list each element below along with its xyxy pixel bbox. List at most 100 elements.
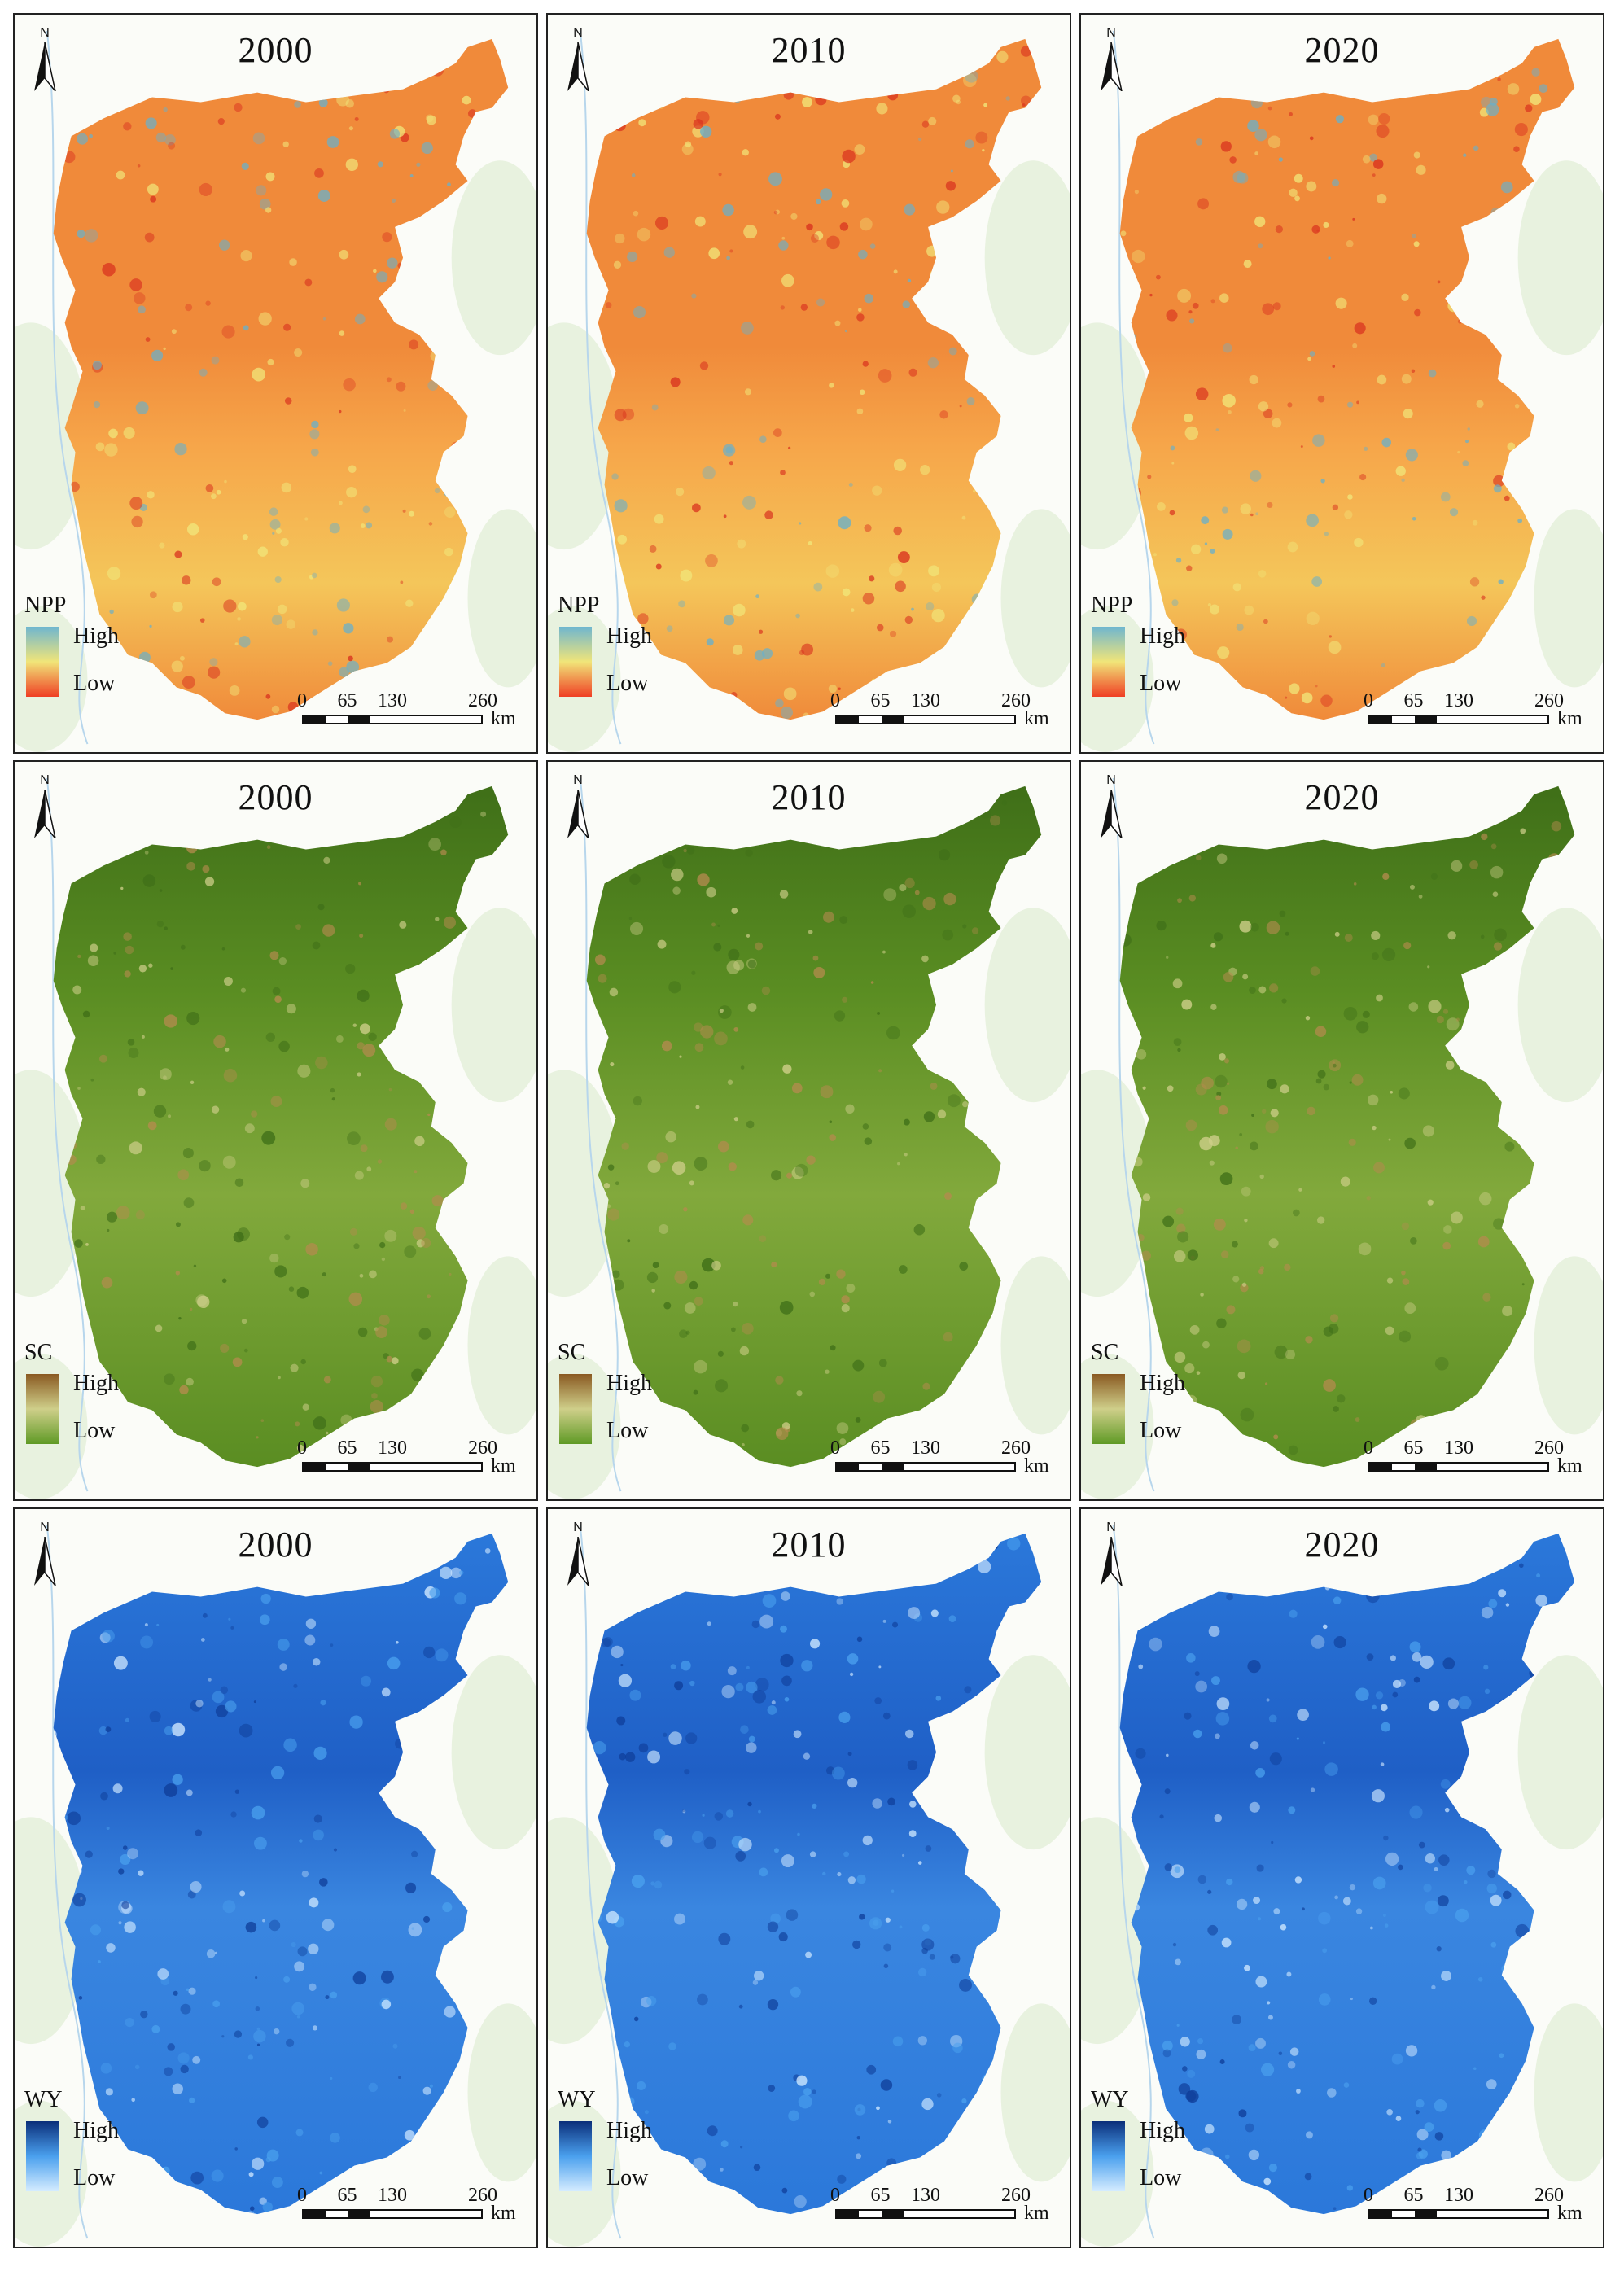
legend-low-label: Low <box>606 1418 649 1443</box>
scale-tick-label: 65 <box>870 690 891 711</box>
scale-bar-graphic <box>835 1462 1016 1472</box>
north-label: N <box>40 773 50 787</box>
north-label: N <box>40 1521 50 1534</box>
legend-title: NPP <box>1091 593 1133 618</box>
north-arrow-icon: N <box>1097 773 1125 842</box>
north-label: N <box>573 1521 583 1534</box>
region-map <box>1081 777 1603 1499</box>
scale-tick-label: 65 <box>337 2185 357 2206</box>
scale-bar: 0 65 130 260 km <box>1364 690 1588 739</box>
scale-bar: 0 65 130 260 km <box>297 2185 522 2234</box>
scale-tick-label: 130 <box>911 690 940 711</box>
scale-tick-label: 0 <box>1364 1437 1373 1459</box>
map-panel-wy-2010: N 2010 WY High Low 0 65 130 260 km <box>546 1507 1071 2248</box>
legend-low-label: Low <box>1140 671 1182 696</box>
panel-year-title: 2000 <box>238 777 313 817</box>
scale-bar-graphic <box>835 715 1016 724</box>
scale-unit-label: km <box>1557 2203 1582 2224</box>
scale-tick-label: 0 <box>1364 690 1373 711</box>
map-panel-sc-2000: N 2000 SC High Low 0 65 130 260 km <box>13 760 538 1501</box>
map-panel-wy-2000: N 2000 WY High Low 0 65 130 260 km <box>13 1507 538 2248</box>
north-arrow-icon: N <box>564 1521 592 1589</box>
scale-tick-label: 0 <box>830 2185 840 2206</box>
scale-tick-label: 65 <box>1403 690 1424 711</box>
scale-tick-label: 260 <box>468 690 497 711</box>
legend-low-label: Low <box>73 671 116 696</box>
north-label: N <box>1106 773 1116 787</box>
panel-year-title: 2010 <box>771 30 847 70</box>
scale-tick-label: 65 <box>870 2185 891 2206</box>
legend: NPP High Low <box>558 593 696 715</box>
scale-bar: 0 65 130 260 km <box>830 690 1055 739</box>
legend: NPP High Low <box>24 593 163 715</box>
scale-tick-label: 65 <box>337 690 357 711</box>
legend-high-label: High <box>73 624 119 649</box>
scale-tick-label: 65 <box>1403 1437 1424 1459</box>
north-label: N <box>573 773 583 787</box>
region-map <box>15 1525 536 2247</box>
legend-color-ramp <box>26 627 59 697</box>
north-label: N <box>573 26 583 40</box>
scale-tick-label: 65 <box>1403 2185 1424 2206</box>
panel-year-title: 2000 <box>238 30 313 70</box>
legend-high-label: High <box>606 2118 652 2143</box>
scale-bar: 0 65 130 260 km <box>297 690 522 739</box>
scale-tick-label: 130 <box>911 2185 940 2206</box>
scale-unit-label: km <box>491 708 516 729</box>
panel-year-title: 2020 <box>1304 30 1380 70</box>
legend-low-label: Low <box>606 671 649 696</box>
region-map <box>1081 30 1603 752</box>
scale-bar-graphic <box>835 2209 1016 2219</box>
north-arrow-icon: N <box>564 773 592 842</box>
scale-tick-label: 130 <box>1444 690 1473 711</box>
legend-high-label: High <box>1140 624 1185 649</box>
legend-color-ramp <box>1092 2121 1125 2191</box>
scale-tick-label: 260 <box>1534 2185 1564 2206</box>
scale-tick-label: 0 <box>297 690 307 711</box>
legend: WY High Low <box>558 2087 696 2209</box>
legend-color-ramp <box>1092 1374 1125 1444</box>
north-arrow-icon: N <box>564 26 592 94</box>
legend-title: SC <box>24 1340 53 1365</box>
map-panel-sc-2020: N 2020 SC High Low 0 65 130 260 km <box>1079 760 1604 1501</box>
scale-tick-label: 260 <box>1534 690 1564 711</box>
north-label: N <box>1106 1521 1116 1534</box>
panel-year-title: 2020 <box>1304 1525 1380 1564</box>
legend-low-label: Low <box>606 2165 649 2190</box>
legend-low-label: Low <box>73 2165 116 2190</box>
north-label: N <box>40 26 50 40</box>
scale-bar: 0 65 130 260 km <box>1364 1437 1588 1486</box>
scale-tick-label: 130 <box>911 1437 940 1459</box>
legend: WY High Low <box>24 2087 163 2209</box>
scale-tick-label: 0 <box>297 1437 307 1459</box>
map-panel-npp-2020: N 2020 NPP High Low 0 65 130 260 km <box>1079 13 1604 754</box>
legend-high-label: High <box>73 2118 119 2143</box>
scale-bar: 0 65 130 260 km <box>830 1437 1055 1486</box>
scale-bar: 0 65 130 260 km <box>297 1437 522 1486</box>
region-map <box>548 777 1070 1499</box>
legend-color-ramp <box>559 2121 592 2191</box>
map-panel-npp-2010: N 2010 NPP High Low 0 65 130 260 km <box>546 13 1071 754</box>
scale-unit-label: km <box>1557 1455 1582 1477</box>
scale-tick-label: 130 <box>1444 1437 1473 1459</box>
scale-tick-label: 260 <box>1001 1437 1031 1459</box>
scale-tick-label: 0 <box>1364 2185 1373 2206</box>
scale-unit-label: km <box>491 1455 516 1477</box>
scale-bar-graphic <box>1368 2209 1549 2219</box>
scale-bar: 0 65 130 260 km <box>1364 2185 1588 2234</box>
scale-bar-graphic <box>1368 715 1549 724</box>
panel-year-title: 2020 <box>1304 777 1380 817</box>
legend-color-ramp <box>1092 627 1125 697</box>
map-panel-sc-2010: N 2010 SC High Low 0 65 130 260 km <box>546 760 1071 1501</box>
legend-color-ramp <box>559 1374 592 1444</box>
north-arrow-icon: N <box>31 26 59 94</box>
scale-tick-label: 260 <box>1001 2185 1031 2206</box>
scale-bar-graphic <box>302 1462 483 1472</box>
legend-title: WY <box>24 2087 63 2112</box>
scale-unit-label: km <box>1557 708 1582 729</box>
scale-unit-label: km <box>1024 708 1049 729</box>
legend-high-label: High <box>1140 1371 1185 1396</box>
north-arrow-icon: N <box>1097 26 1125 94</box>
scale-tick-label: 260 <box>468 2185 497 2206</box>
map-panel-wy-2020: N 2020 WY High Low 0 65 130 260 km <box>1079 1507 1604 2248</box>
